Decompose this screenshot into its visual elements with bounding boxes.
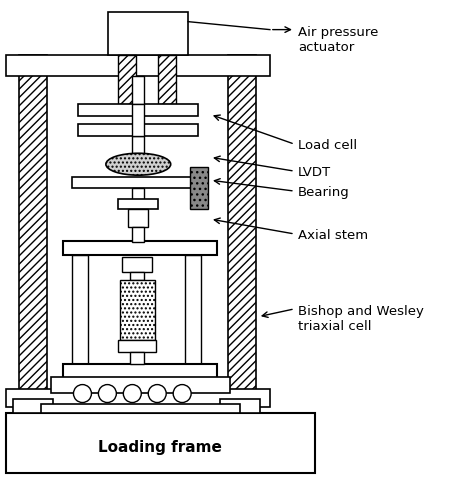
Bar [13, 399, 53, 414]
Text: LVDT: LVDT [298, 165, 331, 179]
Bar [132, 189, 144, 201]
Bar [79, 125, 198, 137]
Text: Loading frame: Loading frame [98, 439, 222, 454]
Bar [18, 55, 46, 414]
Bar [73, 255, 89, 365]
Bar [220, 399, 260, 414]
Circle shape [73, 385, 91, 403]
Circle shape [123, 385, 141, 403]
Bar [51, 377, 230, 393]
Bar [109, 12, 188, 55]
Bar [158, 55, 176, 105]
Bar [128, 210, 148, 228]
Bar [118, 55, 137, 105]
Bar [132, 137, 144, 165]
Bar [73, 178, 204, 189]
Bar [132, 77, 144, 105]
Text: Air pressure
actuator: Air pressure actuator [298, 25, 378, 53]
Circle shape [148, 385, 166, 403]
Text: Bishop and Wesley
triaxial cell: Bishop and Wesley triaxial cell [298, 304, 424, 332]
Circle shape [99, 385, 116, 403]
Bar [6, 389, 270, 407]
Text: Load cell: Load cell [298, 139, 357, 152]
Bar [185, 255, 201, 365]
Bar [118, 340, 156, 352]
Bar [6, 55, 270, 77]
Bar [120, 280, 155, 340]
Bar [63, 364, 217, 378]
Bar [190, 168, 208, 210]
Bar [6, 414, 315, 473]
Text: Axial stem: Axial stem [298, 228, 368, 241]
Bar [41, 404, 240, 414]
Bar [132, 228, 144, 242]
Bar [132, 105, 144, 137]
Text: Bearing: Bearing [298, 185, 349, 198]
Bar [228, 55, 256, 414]
Bar [118, 200, 158, 210]
Ellipse shape [106, 154, 171, 176]
Bar [63, 241, 217, 255]
Bar [122, 257, 152, 272]
Bar [130, 352, 144, 364]
Circle shape [173, 385, 191, 403]
Bar [79, 105, 198, 117]
Bar [130, 272, 144, 280]
